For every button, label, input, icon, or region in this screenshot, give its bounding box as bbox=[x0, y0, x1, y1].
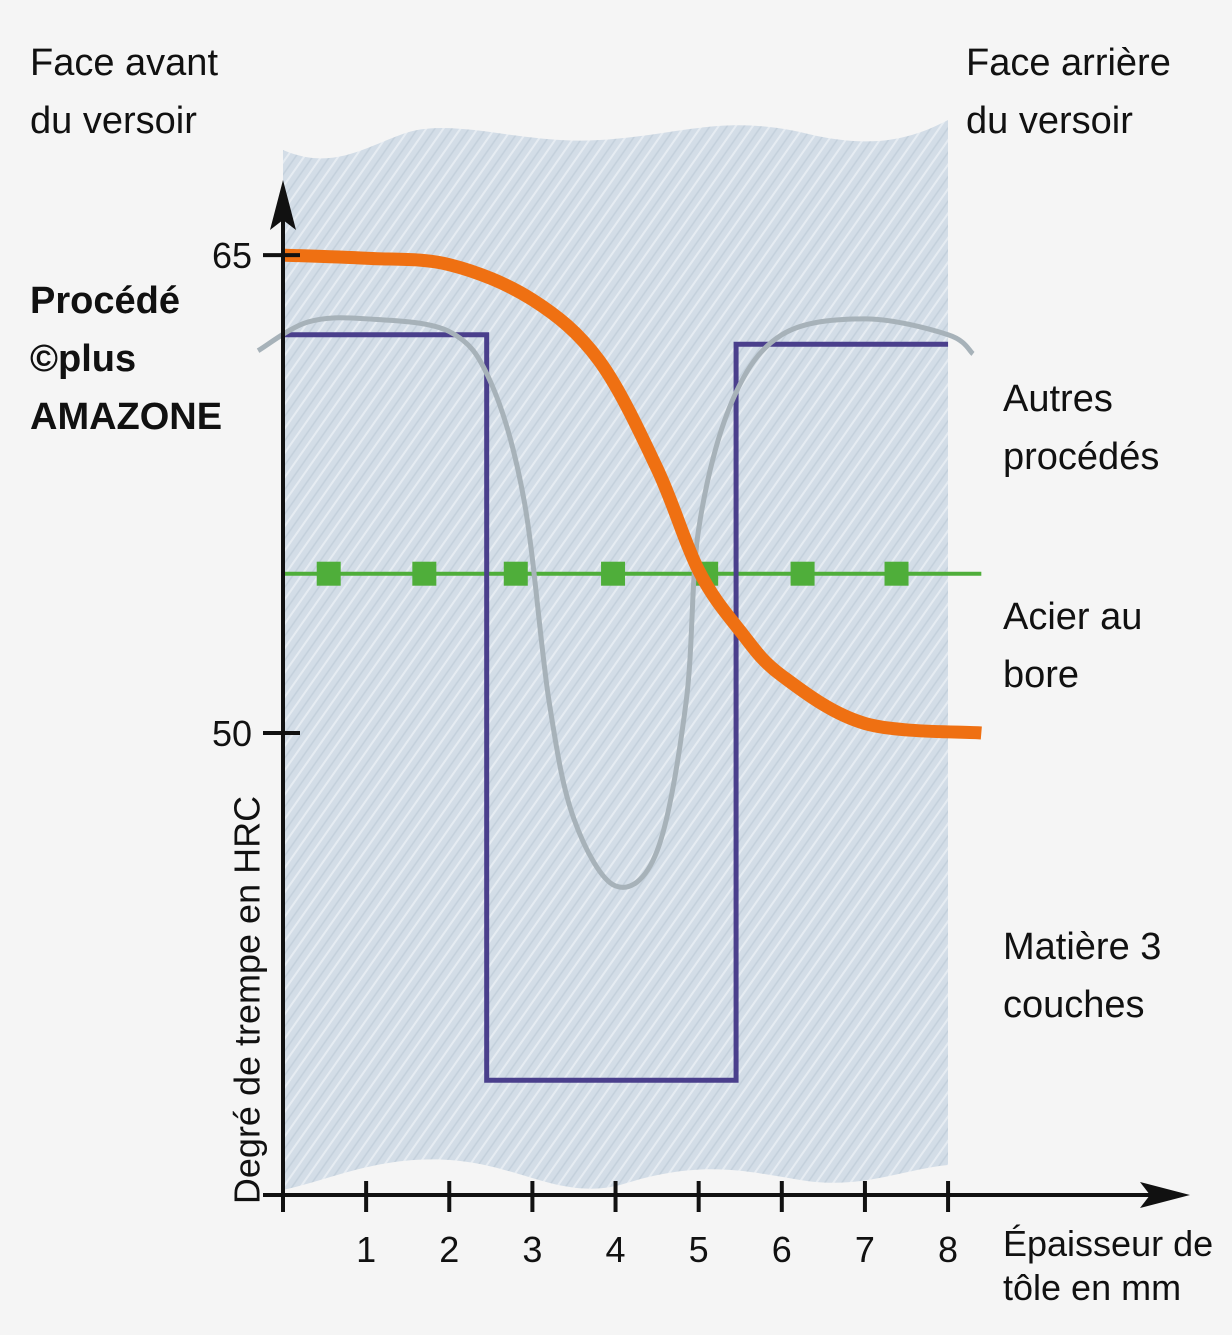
header-left: Face avant du versoir bbox=[30, 42, 218, 142]
x-tick-label: 5 bbox=[689, 1229, 709, 1270]
marker bbox=[884, 561, 909, 586]
series-line bbox=[282, 248, 982, 740]
series-label: Autres procédés bbox=[1003, 378, 1160, 478]
y-axis-arrow bbox=[270, 180, 296, 230]
x-tick-label: 3 bbox=[522, 1229, 542, 1270]
header-right: Face arrière du versoir bbox=[966, 42, 1171, 142]
series-line bbox=[256, 315, 975, 890]
x-tick-label: 7 bbox=[855, 1229, 875, 1270]
x-tick-label: 6 bbox=[772, 1229, 792, 1270]
x-tick-label: 4 bbox=[606, 1229, 626, 1270]
y-tick-label: 50 bbox=[212, 713, 252, 754]
x-tick-label: 8 bbox=[938, 1229, 958, 1270]
y-tick-label: 65 bbox=[212, 235, 252, 276]
marker bbox=[316, 561, 341, 586]
plot bbox=[256, 248, 982, 1083]
y-axis-label: Degré de trempe en HRC bbox=[227, 796, 268, 1204]
marker bbox=[412, 561, 437, 586]
marker bbox=[601, 561, 626, 586]
series-label: Acier au bore bbox=[1003, 596, 1143, 696]
series-label: Procédé ©plus AMAZONE bbox=[30, 280, 223, 438]
marker bbox=[503, 561, 528, 586]
x-axis-arrow bbox=[1140, 1182, 1190, 1208]
marker bbox=[790, 561, 815, 586]
steel-band bbox=[283, 120, 948, 1190]
x-tick-label: 1 bbox=[356, 1229, 376, 1270]
x-tick-label: 2 bbox=[439, 1229, 459, 1270]
series-label: Matière 3 couches bbox=[1003, 926, 1162, 1026]
x-axis-label: Épaisseur de tôle en mm bbox=[1003, 1223, 1214, 1308]
